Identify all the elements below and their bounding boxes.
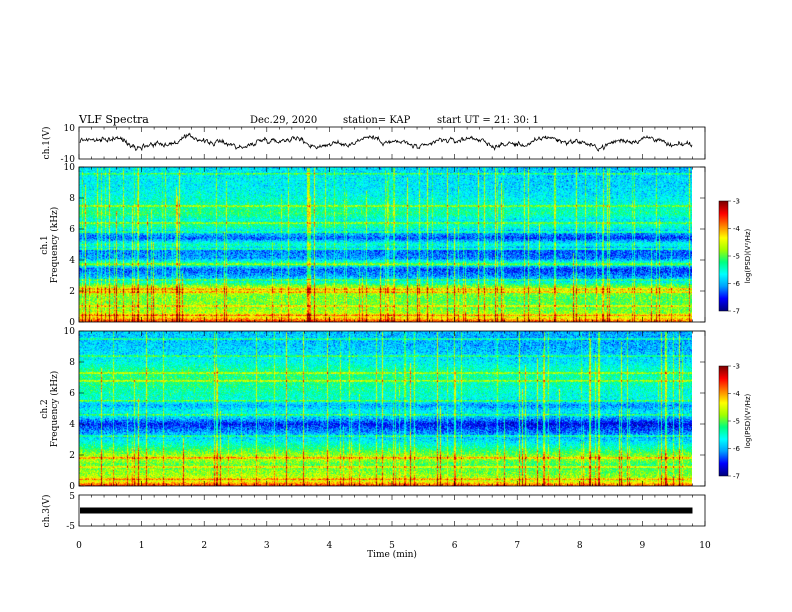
x-tick-label: 8 <box>577 541 583 551</box>
x-tick-label: 5 <box>389 541 395 551</box>
ch1-spectrogram-image <box>79 167 692 322</box>
ch2-spectrogram-ylabel: Frequency (kHz) <box>49 371 60 448</box>
x-tick-label: 9 <box>640 541 646 551</box>
ch2-colorbar-tick-label: -7 <box>733 473 740 481</box>
ch1-spectrogram-ytick-label: 10 <box>64 163 76 173</box>
ch2-spectrogram-ytick-label: 0 <box>69 482 75 492</box>
ch2-colorbar <box>719 366 728 476</box>
ch1-waveform-line <box>79 132 693 152</box>
x-tick-label: 0 <box>76 541 82 551</box>
date-label: Dec.29, 2020 <box>250 115 317 126</box>
ch1-ytick-bottom: -10 <box>61 155 76 165</box>
ch1-spectrogram-ytick-label: 6 <box>69 225 75 235</box>
ch2-colorbar-tick-label: -6 <box>733 445 741 453</box>
ch1-colorbar-tick-label: -5 <box>733 253 740 261</box>
station-label: station= KAP <box>343 115 411 126</box>
ch1-ytick-top: 10 <box>64 124 76 134</box>
ch1-spectrogram-ytick-label: 8 <box>69 194 75 204</box>
ch3-ytick-bottom: -5 <box>66 522 75 532</box>
ch3-waveform-ylabel: ch.3(V) <box>41 495 52 528</box>
x-tick-label: 4 <box>327 541 333 551</box>
x-tick-label: 1 <box>139 541 145 551</box>
start-ut-label: start UT = 21: 30: 1 <box>437 115 539 126</box>
ch1-colorbar-label: log(PSD)(V²/Hz) <box>744 228 752 283</box>
ch3-waveform-line <box>80 507 693 514</box>
ch1-colorbar-tick-label: -3 <box>733 198 740 206</box>
ch2-spectrogram-ytick-label: 8 <box>69 358 75 368</box>
x-tick-label: 6 <box>452 541 458 551</box>
ch1-spectrogram-ytick-label: 2 <box>69 287 75 297</box>
ch2-spectrogram-ytick-label: 6 <box>69 389 75 399</box>
ch2-colorbar-label: log(PSD)(V²/Hz) <box>744 393 752 448</box>
ch1-spectrogram-ylabel: Frequency (kHz) <box>49 207 60 284</box>
ch1-colorbar-tick-label: -6 <box>733 280 741 288</box>
ch2-colorbar-tick-label: -4 <box>733 390 741 398</box>
ch1-colorbar-tick-label: -7 <box>733 308 740 316</box>
ch2-spectrogram-image <box>79 331 692 486</box>
ch2-colorbar-tick-label: -3 <box>733 363 740 371</box>
x-tick-label: 3 <box>264 541 270 551</box>
ch2-colorbar-tick-label: -5 <box>733 418 740 426</box>
ch2-spectrogram-ytick-label: 10 <box>64 327 76 337</box>
ch1-spectrogram-ytick-label: 0 <box>69 318 75 328</box>
ch1-colorbar-tick-label: -4 <box>733 225 741 233</box>
x-axis-label: Time (min) <box>367 549 417 560</box>
ch1-spectrogram-ylabel-channel: ch.1 <box>40 235 50 254</box>
ch1-waveform-panel: 10 -10 ch.1(V) <box>41 124 706 165</box>
ch3-waveform-panel: 5 -5 ch.3(V) <box>41 492 706 532</box>
ch3-ytick-top: 5 <box>69 492 75 502</box>
x-tick-label: 7 <box>514 541 520 551</box>
x-axis-tick-labels: 0 1 2 3 4 5 6 7 8 9 10 <box>76 541 711 551</box>
figure-title: VLF Spectra <box>78 113 149 126</box>
x-axis-ticks <box>78 127 706 526</box>
x-tick-label: 10 <box>699 541 711 551</box>
ch2-spectrogram-ytick-label: 4 <box>69 420 75 430</box>
x-tick-label: 2 <box>201 541 207 551</box>
ch1-colorbar <box>719 201 728 311</box>
ch1-spectrogram-ytick-label: 4 <box>69 256 75 266</box>
ch1-waveform-ylabel: ch.1(V) <box>41 127 52 160</box>
ch2-spectrogram-ytick-label: 2 <box>69 451 75 461</box>
ch2-spectrogram-ylabel-channel: ch.2 <box>40 399 50 418</box>
